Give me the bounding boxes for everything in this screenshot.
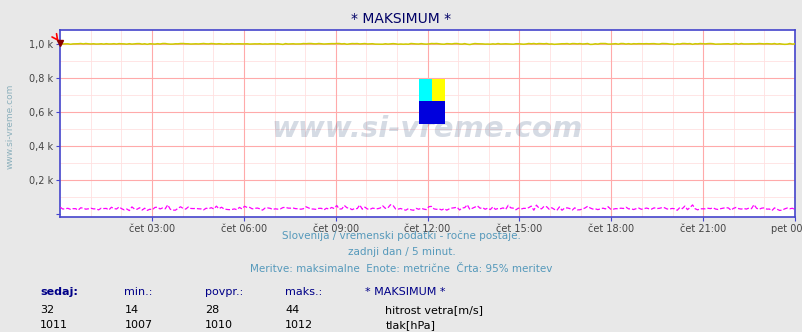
FancyBboxPatch shape [419,79,431,101]
Text: hitrost vetra[m/s]: hitrost vetra[m/s] [385,305,483,315]
Text: * MAKSIMUM *: * MAKSIMUM * [365,287,445,297]
Text: sedaj:: sedaj: [40,287,78,297]
Text: www.si-vreme.com: www.si-vreme.com [5,83,14,169]
Text: min.:: min.: [124,287,152,297]
Text: tlak[hPa]: tlak[hPa] [385,320,435,330]
Text: 14: 14 [124,305,139,315]
Text: 1011: 1011 [40,320,68,330]
Text: 28: 28 [205,305,219,315]
Text: zadnji dan / 5 minut.: zadnji dan / 5 minut. [347,247,455,257]
Text: maks.:: maks.: [285,287,322,297]
Text: Slovenija / vremenski podatki - ročne postaje.: Slovenija / vremenski podatki - ročne po… [282,231,520,241]
Text: 32: 32 [40,305,55,315]
Text: 1010: 1010 [205,320,233,330]
Text: 1007: 1007 [124,320,152,330]
FancyBboxPatch shape [431,79,444,101]
Text: povpr.:: povpr.: [205,287,243,297]
FancyBboxPatch shape [419,101,444,124]
Text: www.si-vreme.com: www.si-vreme.com [272,115,582,143]
Text: * MAKSIMUM *: * MAKSIMUM * [351,12,451,26]
Text: 1012: 1012 [285,320,313,330]
Text: 44: 44 [285,305,299,315]
Text: Meritve: maksimalne  Enote: metrične  Črta: 95% meritev: Meritve: maksimalne Enote: metrične Črta… [250,264,552,274]
